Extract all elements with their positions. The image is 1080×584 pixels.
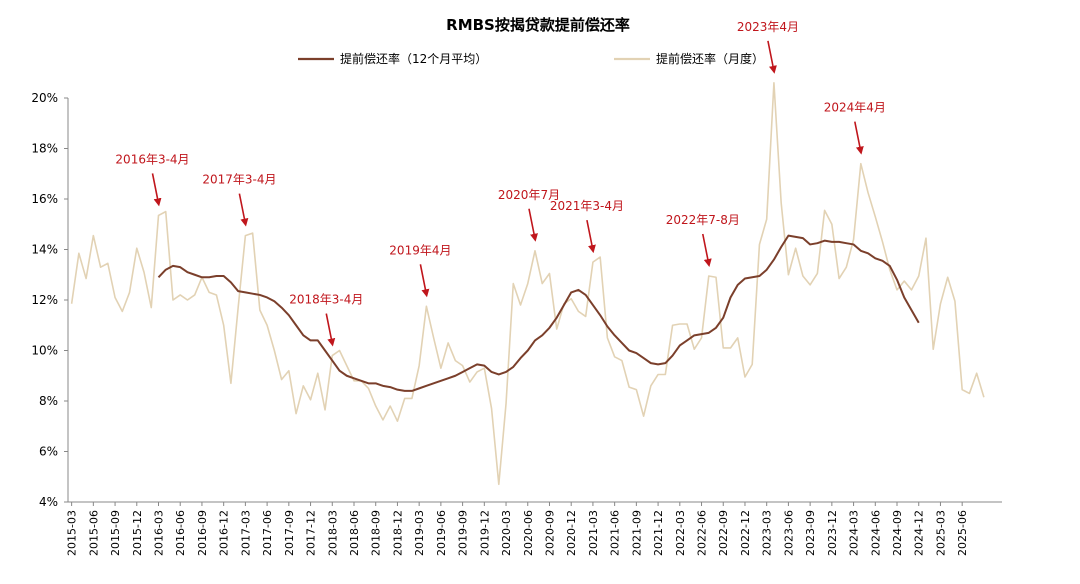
- x-tick-label: 2017-12: [305, 510, 318, 556]
- x-tick-label: 2022-03: [674, 510, 687, 556]
- x-tick-label: 2016-03: [153, 510, 166, 556]
- x-tick-label: 2021-09: [630, 510, 643, 556]
- x-tick-label: 2021-12: [652, 510, 665, 556]
- x-tick-label: 2020-06: [522, 510, 535, 556]
- x-tick-label: 2015-06: [87, 510, 100, 556]
- x-tick-label: 2019-03: [413, 510, 426, 556]
- x-tick-label: 2015-09: [109, 510, 122, 556]
- x-tick-label: 2016-12: [218, 510, 231, 556]
- annotation-arrow: [854, 121, 864, 155]
- series-line-12m-average: [157, 234, 920, 392]
- annotation-label: 2023年4月: [737, 20, 799, 34]
- x-tick-label: 2016-09: [196, 510, 209, 556]
- annotation-label: 2020年7月: [498, 188, 560, 202]
- legend: 提前偿还率（12个月平均） 提前偿还率（月度）: [298, 51, 764, 66]
- x-tick-label: 2023-03: [761, 510, 774, 556]
- x-tick-label: 2025-03: [934, 510, 947, 556]
- x-axis: 2015-03 2015-06 2015-09 2015-12 2016-03 2016-…: [66, 501, 1002, 556]
- annotation-layer: 2016年3-4月 2017年3-4月 2018年3-4月 2019年4月 2020年7…: [115, 20, 886, 347]
- x-tick-label: 2021-06: [609, 510, 622, 556]
- x-tick-label: 2018-09: [370, 510, 383, 556]
- x-tick-label: 2019-09: [457, 510, 470, 556]
- x-tick-label: 2015-03: [66, 510, 79, 556]
- y-tick-label: 20%: [31, 91, 58, 105]
- x-tick-label: 2024-09: [891, 510, 904, 556]
- annotation-label: 2019年4月: [389, 243, 451, 257]
- y-axis: 4% 6% 8% 10% 12% 14% 16% 18% 20%: [31, 91, 69, 509]
- series-layer: [70, 82, 985, 486]
- x-tick-label: 2019-12: [478, 510, 491, 556]
- x-tick-label: 2023-06: [782, 510, 795, 556]
- annotation-label: 2022年7-8月: [666, 213, 740, 227]
- annotation-arrow: [151, 173, 162, 207]
- annotation-label: 2016年3-4月: [115, 152, 189, 166]
- annotation-arrow: [419, 264, 430, 298]
- legend-label-12m-average: 提前偿还率（12个月平均）: [340, 51, 487, 66]
- x-tick-label: 2022-09: [717, 510, 730, 556]
- x-tick-label: 2020-09: [543, 510, 556, 556]
- y-tick-label: 12%: [31, 293, 58, 307]
- annotation-label: 2024年4月: [824, 101, 886, 115]
- x-tick-label: 2018-06: [348, 510, 361, 556]
- annotation-arrow: [528, 208, 538, 242]
- x-tick-label: 2017-09: [283, 510, 296, 556]
- y-tick-label: 4%: [39, 495, 58, 509]
- x-tick-label: 2018-03: [326, 510, 339, 556]
- annotation-arrow: [586, 219, 596, 254]
- x-tick-label: 2022-06: [696, 510, 709, 556]
- x-tick-label: 2023-12: [826, 510, 839, 556]
- x-tick-label: 2016-06: [174, 510, 187, 556]
- annotation-label: 2018年3-4月: [289, 293, 363, 307]
- x-tick-label: 2017-03: [239, 510, 252, 556]
- x-tick-label: 2020-03: [500, 510, 513, 556]
- annotation-arrow: [325, 313, 336, 347]
- x-tick-label: 2023-09: [804, 510, 817, 556]
- x-tick-label: 2021-03: [587, 510, 600, 556]
- y-tick-label: 10%: [31, 344, 58, 358]
- x-tick-label: 2015-12: [131, 510, 144, 556]
- chart-title: RMBS按揭贷款提前偿还率: [446, 16, 630, 34]
- annotation-label: 2017年3-4月: [202, 173, 276, 187]
- y-tick-label: 14%: [31, 243, 58, 257]
- x-tick-label: 2025-06: [956, 510, 969, 556]
- x-tick-label: 2024-03: [848, 510, 861, 556]
- x-tick-label: 2018-12: [391, 510, 404, 556]
- y-tick-label: 18%: [31, 142, 58, 156]
- x-tick-label: 2024-12: [913, 510, 926, 556]
- annotation-label: 2021年3-4月: [550, 199, 624, 213]
- x-tick-label: 2019-06: [435, 510, 448, 556]
- y-tick-label: 16%: [31, 192, 58, 206]
- x-tick-label: 2017-06: [261, 510, 274, 556]
- x-tick-label: 2024-06: [869, 510, 882, 556]
- annotation-arrow: [701, 233, 712, 267]
- annotation-arrow: [238, 193, 249, 227]
- x-tick-label: 2020-12: [565, 510, 578, 556]
- y-tick-label: 8%: [39, 394, 58, 408]
- legend-label-monthly: 提前偿还率（月度）: [656, 51, 764, 66]
- x-tick-label: 2022-12: [739, 510, 752, 556]
- series-line-monthly: [70, 82, 985, 486]
- y-tick-label: 6%: [39, 445, 58, 459]
- annotation-arrow: [767, 40, 777, 74]
